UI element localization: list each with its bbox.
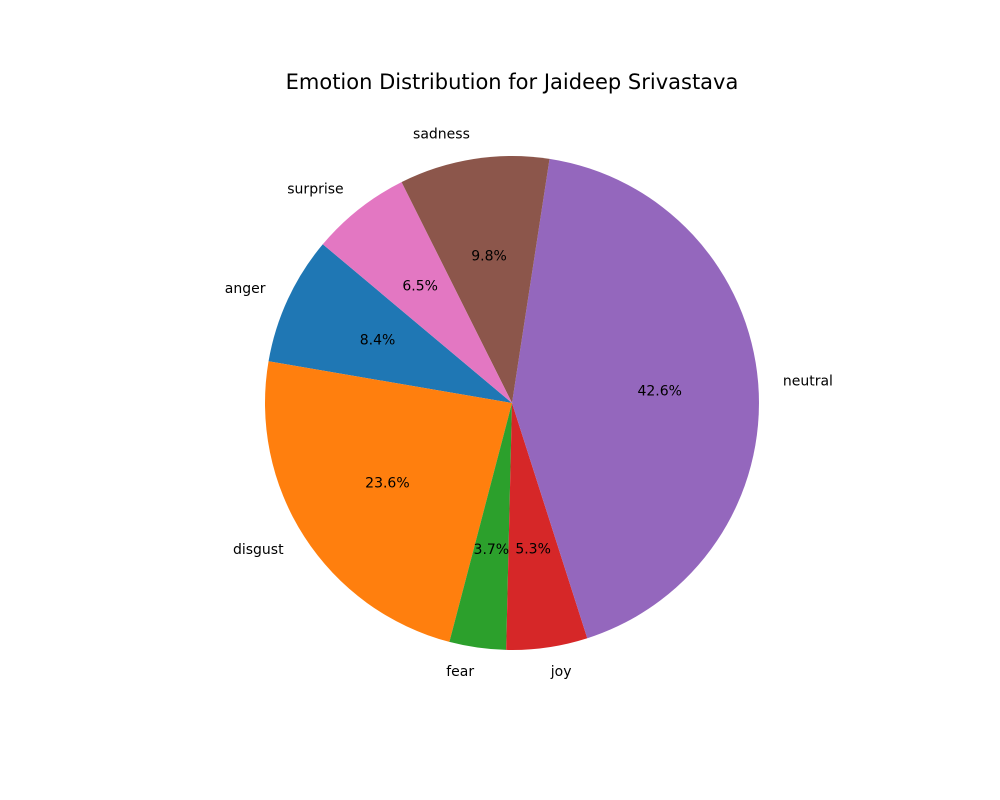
- chart-title: Emotion Distribution for Jaideep Srivast…: [286, 70, 739, 94]
- pie-slices: [264, 156, 759, 650]
- pie-slice-surprise: [322, 182, 512, 403]
- pie-slice-anger: [268, 244, 512, 403]
- slice-percent-fear: 3.7%: [474, 542, 510, 558]
- pie-slice-neutral: [512, 158, 759, 639]
- slice-label-anger: anger: [225, 281, 266, 297]
- slice-label-sadness: sadness: [413, 127, 470, 143]
- slice-percent-disgust: 23.6%: [365, 475, 409, 491]
- pie-percent-labels: 8.4% 23.6% 3.7% 5.3% 42.6% 9.8% 6.5%: [360, 249, 682, 558]
- slice-percent-joy: 5.3%: [515, 542, 551, 558]
- slice-label-joy: joy: [550, 664, 572, 680]
- pie-slice-fear: [449, 403, 512, 650]
- slice-percent-surprise: 6.5%: [402, 279, 438, 295]
- slice-label-fear: fear: [446, 664, 474, 680]
- slice-label-surprise: surprise: [287, 182, 343, 198]
- slice-percent-neutral: 42.6%: [637, 383, 681, 399]
- pie-slice-disgust: [264, 361, 512, 642]
- pie-slice-sadness: [401, 156, 550, 403]
- slice-label-disgust: disgust: [233, 542, 284, 558]
- slice-percent-anger: 8.4%: [360, 333, 396, 349]
- pie-slice-joy: [506, 403, 588, 650]
- slice-label-neutral: neutral: [783, 374, 833, 390]
- slice-percent-sadness: 9.8%: [471, 249, 507, 265]
- pie-labels: anger disgust fear joy neutral sadness surpris…: [225, 127, 833, 680]
